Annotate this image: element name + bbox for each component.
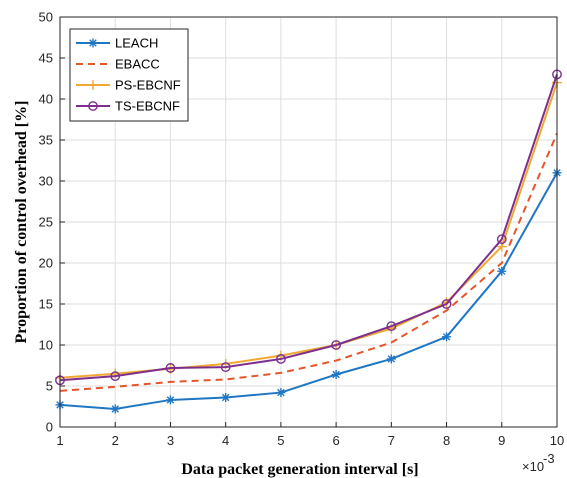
data-point — [220, 362, 231, 373]
data-point — [276, 388, 286, 398]
y-tick-label: 5 — [46, 379, 53, 394]
data-point — [110, 371, 121, 382]
legend-item: EBACC — [76, 57, 160, 72]
x-exponent: ×10 -3 — [522, 451, 555, 474]
y-axis-title: Proportion of control overhead [%] — [13, 101, 30, 344]
data-point — [386, 354, 396, 364]
series-line — [59, 74, 558, 382]
data-point — [275, 354, 286, 364]
y-tick-label: 45 — [39, 51, 53, 66]
data-point — [221, 392, 231, 402]
data-point — [442, 332, 452, 342]
x-tick-label: 2 — [112, 433, 119, 448]
legend-item: PS-EBCNF — [76, 78, 181, 93]
data-point — [441, 299, 452, 309]
legend-marker — [88, 101, 98, 111]
y-tick-label: 35 — [39, 133, 53, 148]
series-line — [59, 133, 558, 392]
x-tick-label: 1 — [56, 433, 63, 448]
y-tick-label: 40 — [39, 92, 53, 107]
x-tick-label: 6 — [332, 433, 339, 448]
x-tick-label: 5 — [277, 433, 284, 448]
x-tick-label: 8 — [443, 433, 450, 448]
legend-item: LEACH — [76, 36, 158, 51]
data-point — [331, 370, 341, 380]
y-tick-label: 0 — [46, 420, 53, 435]
x-tick-label: 3 — [167, 433, 174, 448]
data-point — [110, 404, 120, 414]
legend-label: TS-EBCNF — [115, 99, 180, 114]
y-tick-label: 30 — [39, 174, 53, 189]
data-point — [386, 321, 397, 332]
series-ps-ebcnf — [55, 77, 562, 383]
legend-item: TS-EBCNF — [76, 99, 180, 114]
data-point — [496, 234, 507, 245]
y-tick-label: 50 — [39, 10, 53, 25]
x-axis-title: Data packet generation interval [s] — [181, 461, 418, 478]
legend-marker — [88, 80, 98, 90]
series-ebacc — [59, 133, 558, 392]
series-leach — [55, 168, 562, 414]
legend-label: EBACC — [115, 57, 160, 72]
data-point — [165, 395, 175, 405]
y-tick-label: 10 — [39, 338, 53, 353]
x-tick-label: 9 — [498, 433, 505, 448]
data-point — [497, 266, 507, 276]
x-exponent-base: ×10 — [522, 459, 544, 474]
series-lines — [55, 69, 562, 414]
data-point — [331, 340, 342, 350]
x-tick-label: 4 — [222, 433, 229, 448]
data-point — [165, 363, 176, 373]
series-line — [59, 172, 558, 410]
y-tick-label: 15 — [39, 297, 53, 312]
series-line — [59, 82, 558, 379]
x-exponent-power: -3 — [543, 451, 555, 466]
x-tick-label: 10 — [550, 433, 564, 448]
legend-marker — [88, 38, 98, 48]
y-tick-label: 20 — [39, 256, 53, 271]
y-tick-label: 25 — [39, 215, 53, 230]
x-tick-label: 7 — [388, 433, 395, 448]
legend-label: PS-EBCNF — [115, 78, 181, 93]
legend-label: LEACH — [115, 36, 158, 51]
legend: LEACH EBACC PS-EBCNF TS-EBCNF — [69, 28, 189, 122]
